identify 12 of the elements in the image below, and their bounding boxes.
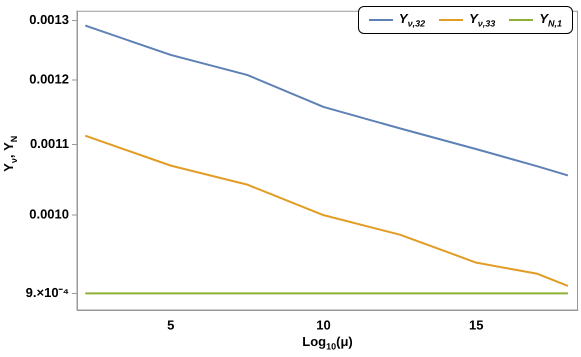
legend-label: Y$_{ν,33}$ [469,11,496,29]
y-tick-label: 0.0011 [30,136,69,151]
x-tick-label: 10 [316,317,331,332]
y-tick-label: 0.0010 [29,206,69,222]
y-tick-label: 0.0012 [29,71,69,86]
legend-label: Y$_{N,1}$ [539,11,562,29]
x-axis-title: Log$_{10}$(μ) [301,334,354,352]
y-tick-label: 0.0013 [29,12,69,28]
legend-label: Y$_{ν,32}$ [398,11,426,29]
x-tick-label: 5 [167,317,174,332]
y-tick-label: 9.×10⁻⁴ [26,284,69,300]
x-tick-label: 15 [469,317,484,332]
